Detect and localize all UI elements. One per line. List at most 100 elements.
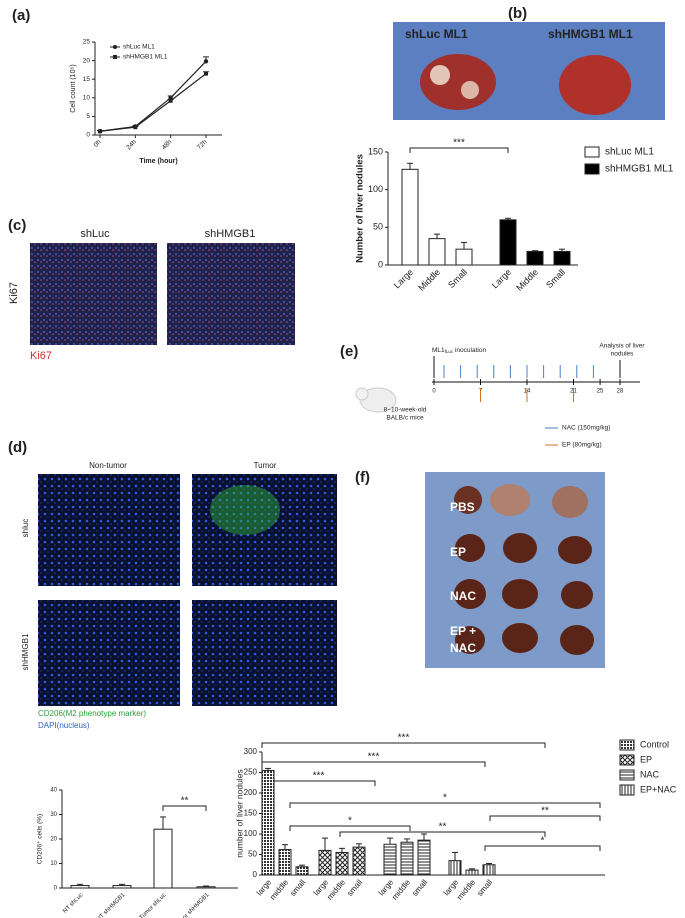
significance-bracket bbox=[261, 761, 486, 767]
legend-swatch bbox=[619, 754, 635, 766]
legend-label: Control bbox=[640, 739, 669, 749]
significance-bracket bbox=[339, 831, 546, 837]
legend-swatch bbox=[619, 769, 635, 781]
x-tick-label: NT shHMGB1 bbox=[96, 892, 127, 918]
panel-label: (e) bbox=[340, 343, 358, 360]
y-tick-label: 100 bbox=[244, 829, 258, 838]
y-tick-label: 200 bbox=[244, 788, 258, 797]
point bbox=[204, 71, 208, 76]
bar bbox=[318, 849, 332, 876]
x-tick-label: Middle bbox=[416, 267, 442, 293]
x-tick-label: 72h bbox=[196, 138, 209, 151]
legend-label: NAC bbox=[640, 769, 660, 779]
bar bbox=[70, 885, 90, 889]
significance-bracket bbox=[261, 742, 546, 748]
y-tick-label: 30 bbox=[50, 812, 57, 818]
x-tick-label: Large bbox=[490, 267, 513, 290]
bar bbox=[335, 851, 349, 876]
significance-bracket bbox=[409, 147, 509, 153]
y-tick-label: 20 bbox=[50, 837, 57, 843]
point bbox=[168, 98, 173, 103]
mouse-label: 8~10-week-old bbox=[384, 407, 427, 414]
y-tick-label: 50 bbox=[248, 850, 257, 859]
panel-label: (f) bbox=[355, 469, 370, 486]
significance-bracket bbox=[261, 780, 376, 786]
timeline-label: nodules bbox=[611, 351, 635, 358]
significance-bracket bbox=[162, 805, 207, 811]
micrograph bbox=[192, 600, 337, 706]
significance-label: *** bbox=[398, 733, 410, 744]
y-tick-label: 40 bbox=[50, 788, 57, 794]
point bbox=[133, 125, 138, 130]
significance-label: * bbox=[348, 816, 352, 827]
x-tick-label: small bbox=[345, 878, 364, 898]
y-axis-label: number of liver nodules bbox=[234, 769, 244, 857]
micrograph bbox=[167, 243, 295, 345]
x-tick-label: Large bbox=[392, 267, 415, 290]
bar bbox=[295, 866, 309, 876]
panel-label: (c) bbox=[8, 217, 26, 234]
x-tick-label: Middle bbox=[514, 267, 540, 293]
bar bbox=[352, 846, 366, 876]
significance-label: *** bbox=[453, 138, 465, 149]
x-tick-label: Small bbox=[446, 267, 469, 290]
legend-swatch bbox=[584, 163, 600, 175]
y-tick-label: 0 bbox=[378, 259, 383, 269]
y-axis-label: Cell count (10⁵) bbox=[70, 64, 77, 112]
y-tick-label: 10 bbox=[83, 95, 91, 102]
significance-label: ** bbox=[439, 822, 447, 833]
y-tick-label: 5 bbox=[86, 113, 90, 120]
bar bbox=[400, 841, 414, 876]
column-label: shLuc bbox=[80, 228, 110, 240]
bar bbox=[465, 869, 479, 876]
legend-label: shLuc ML1 bbox=[605, 147, 654, 158]
mouse-label: BALB/c mice bbox=[386, 415, 424, 422]
point bbox=[203, 59, 209, 64]
significance-bracket bbox=[484, 845, 601, 851]
row-label: EP + bbox=[450, 624, 476, 638]
significance-label: *** bbox=[313, 771, 325, 782]
significance-label: *** bbox=[368, 752, 380, 763]
timeline-tick-label: 0 bbox=[432, 389, 436, 395]
legend-label: shHMGB1 ML1 bbox=[605, 164, 674, 175]
photo-label: shLuc ML1 bbox=[405, 27, 468, 41]
legend-label: EP bbox=[640, 754, 652, 764]
y-tick-label: 100 bbox=[368, 184, 383, 194]
legend-swatch bbox=[619, 739, 635, 751]
bar bbox=[526, 250, 544, 266]
y-tick-label: 300 bbox=[244, 747, 258, 756]
x-tick-label: small bbox=[475, 878, 494, 898]
significance-label: ** bbox=[541, 806, 549, 817]
bar bbox=[153, 828, 173, 889]
row-label: NAC bbox=[450, 641, 476, 655]
y-tick-label: 250 bbox=[244, 768, 258, 777]
row-label: shluc bbox=[21, 519, 30, 538]
panel-label: (a) bbox=[12, 7, 30, 24]
bar bbox=[448, 860, 462, 876]
timeline-tick-label: 28 bbox=[617, 389, 624, 395]
x-axis-label: Time (hour) bbox=[139, 158, 177, 165]
y-tick-label: 0 bbox=[253, 870, 258, 879]
timeline-label: ML1fLuc inoculation bbox=[432, 347, 486, 354]
micrograph bbox=[38, 474, 180, 586]
column-label: Non-tumor bbox=[89, 461, 127, 470]
bar bbox=[553, 250, 571, 266]
bar bbox=[455, 248, 473, 266]
legend-label: shLuc ML1 bbox=[123, 44, 155, 51]
x-tick-label: middle bbox=[455, 877, 477, 901]
liver bbox=[420, 54, 496, 110]
x-tick-label: 48h bbox=[161, 138, 174, 151]
significance-bracket bbox=[289, 802, 601, 808]
stain-label: CD206(M2 phenotype marker) bbox=[38, 709, 146, 718]
stain-label: DAPI(nucleus) bbox=[38, 721, 90, 730]
y-tick-label: 25 bbox=[83, 39, 91, 46]
row-label: shHMGB1 bbox=[21, 633, 30, 670]
y-tick-label: 50 bbox=[373, 222, 383, 232]
bar bbox=[383, 843, 397, 876]
row-label: EP bbox=[450, 545, 466, 559]
micrograph bbox=[192, 474, 337, 586]
micrograph bbox=[38, 600, 180, 706]
x-tick-label: Tumor shLuc bbox=[139, 892, 168, 918]
legend-label: NAC (150mg/kg) bbox=[562, 425, 610, 432]
